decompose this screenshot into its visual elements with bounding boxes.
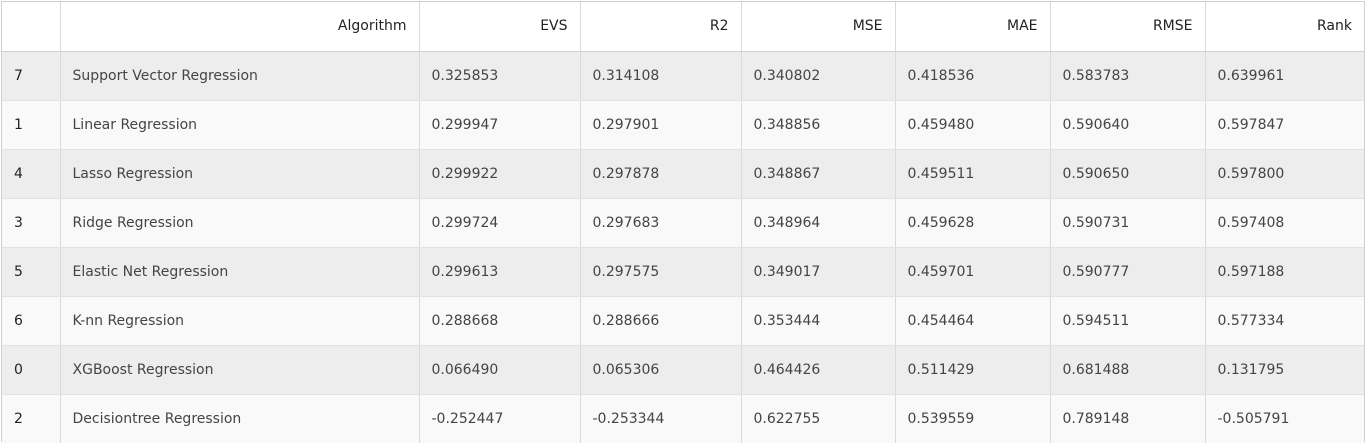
cell-mse: 0.348856 (740, 100, 895, 150)
row-index: 0 (2, 345, 60, 395)
cell-rank: -0.505791 (1204, 394, 1364, 443)
cell-rmse: 0.681488 (1049, 345, 1205, 395)
cell-rmse: 0.590777 (1049, 247, 1205, 297)
cell-r2: 0.297575 (579, 247, 741, 297)
table-row: 1 Linear Regression 0.299947 0.297901 0.… (2, 100, 1364, 150)
table-header: Algorithm EVS R2 MSE MAE RMSE Rank (2, 2, 1364, 52)
cell-mae: 0.459628 (894, 198, 1050, 248)
cell-evs: -0.252447 (418, 394, 580, 443)
cell-mae: 0.511429 (894, 345, 1050, 395)
cell-evs: 0.325853 (418, 51, 580, 101)
header-mae: MAE (894, 2, 1050, 52)
cell-r2: 0.297683 (579, 198, 741, 248)
cell-mse: 0.348964 (740, 198, 895, 248)
cell-evs: 0.066490 (418, 345, 580, 395)
table-row: 2 Decisiontree Regression -0.252447 -0.2… (2, 394, 1364, 443)
cell-rank: 0.131795 (1204, 345, 1364, 395)
row-index: 2 (14, 410, 23, 427)
cell-rmse: 0.590731 (1049, 198, 1205, 248)
cell-evs: 0.288668 (418, 296, 580, 346)
cell-evs: 0.299724 (418, 198, 580, 248)
table-row: 4 Lasso Regression 0.299922 0.297878 0.3… (2, 149, 1364, 199)
table-row: 0 XGBoost Regression 0.066490 0.065306 0… (2, 345, 1364, 395)
table-row: 6 K-nn Regression 0.288668 0.288666 0.35… (2, 296, 1364, 346)
table-row: 3 Ridge Regression 0.299724 0.297683 0.3… (2, 198, 1364, 248)
cell-mse: 0.353444 (740, 296, 895, 346)
cell-evs: 0.299947 (418, 100, 580, 150)
cell-rmse: 0.594511 (1049, 296, 1205, 346)
cell-rank: 0.597847 (1204, 100, 1364, 150)
header-mse: MSE (740, 2, 895, 52)
table-row: 7 Support Vector Regression 0.325853 0.3… (2, 51, 1364, 101)
cell-algorithm: Support Vector Regression (59, 51, 419, 101)
cell-mse: 0.348867 (740, 149, 895, 199)
row-index: 4 (2, 149, 60, 199)
cell-rank: 0.597408 (1204, 198, 1364, 248)
cell-algorithm: Ridge Regression (59, 198, 419, 248)
header-algorithm: Algorithm (59, 2, 419, 52)
cell-rmse: 0.590650 (1049, 149, 1205, 199)
row-index: 5 (2, 247, 60, 297)
cell-mae: 0.539559 (894, 394, 1050, 443)
cell-algorithm: Elastic Net Regression (59, 247, 419, 297)
cell-mae: 0.454464 (894, 296, 1050, 346)
cell-mse: 0.464426 (740, 345, 895, 395)
header-rank: Rank (1204, 2, 1364, 52)
cell-algorithm: XGBoost Regression (59, 345, 419, 395)
row-index: 3 (2, 198, 60, 248)
cell-rank: 0.577334 (1204, 296, 1364, 346)
cell-rank: 0.597188 (1204, 247, 1364, 297)
cell-mse: 0.340802 (740, 51, 895, 101)
cell-algorithm: Lasso Regression (59, 149, 419, 199)
cell-mae: 0.459511 (894, 149, 1050, 199)
cell-evs: 0.299922 (418, 149, 580, 199)
cell-algorithm: Linear Regression (59, 100, 419, 150)
cell-rank: 0.639961 (1204, 51, 1364, 101)
table-row: 5 Elastic Net Regression 0.299613 0.2975… (2, 247, 1364, 297)
cell-mae: 0.459701 (894, 247, 1050, 297)
cell-r2: 0.297901 (579, 100, 741, 150)
cell-mae: 0.418536 (894, 51, 1050, 101)
row-index: 7 (2, 51, 60, 101)
cell-mae: 0.459480 (894, 100, 1050, 150)
header-index (2, 2, 60, 52)
cell-rmse: 0.590640 (1049, 100, 1205, 150)
cell-rmse: 0.583783 (1049, 51, 1205, 101)
cell-r2: 0.065306 (579, 345, 741, 395)
table-body: 7 Support Vector Regression 0.325853 0.3… (2, 51, 1364, 443)
cell-r2: 0.288666 (579, 296, 741, 346)
cell-evs: 0.299613 (418, 247, 580, 297)
cell-rmse: 0.789148 (1049, 394, 1205, 443)
cell-r2: 0.314108 (579, 51, 741, 101)
cell-algorithm: K-nn Regression (59, 296, 419, 346)
cell-rank: 0.597800 (1204, 149, 1364, 199)
row-index: 6 (2, 296, 60, 346)
cell-r2: 0.297878 (579, 149, 741, 199)
header-r2: R2 (579, 2, 741, 52)
cell-mse: 0.622755 (740, 394, 895, 443)
cell-mse: 0.349017 (740, 247, 895, 297)
cell-r2: -0.253344 (579, 394, 741, 443)
header-evs: EVS (418, 2, 580, 52)
header-rmse: RMSE (1049, 2, 1205, 52)
row-index: 1 (2, 100, 60, 150)
header-row: Algorithm EVS R2 MSE MAE RMSE Rank (2, 2, 1364, 52)
cell-algorithm: Decisiontree Regression (59, 394, 419, 443)
